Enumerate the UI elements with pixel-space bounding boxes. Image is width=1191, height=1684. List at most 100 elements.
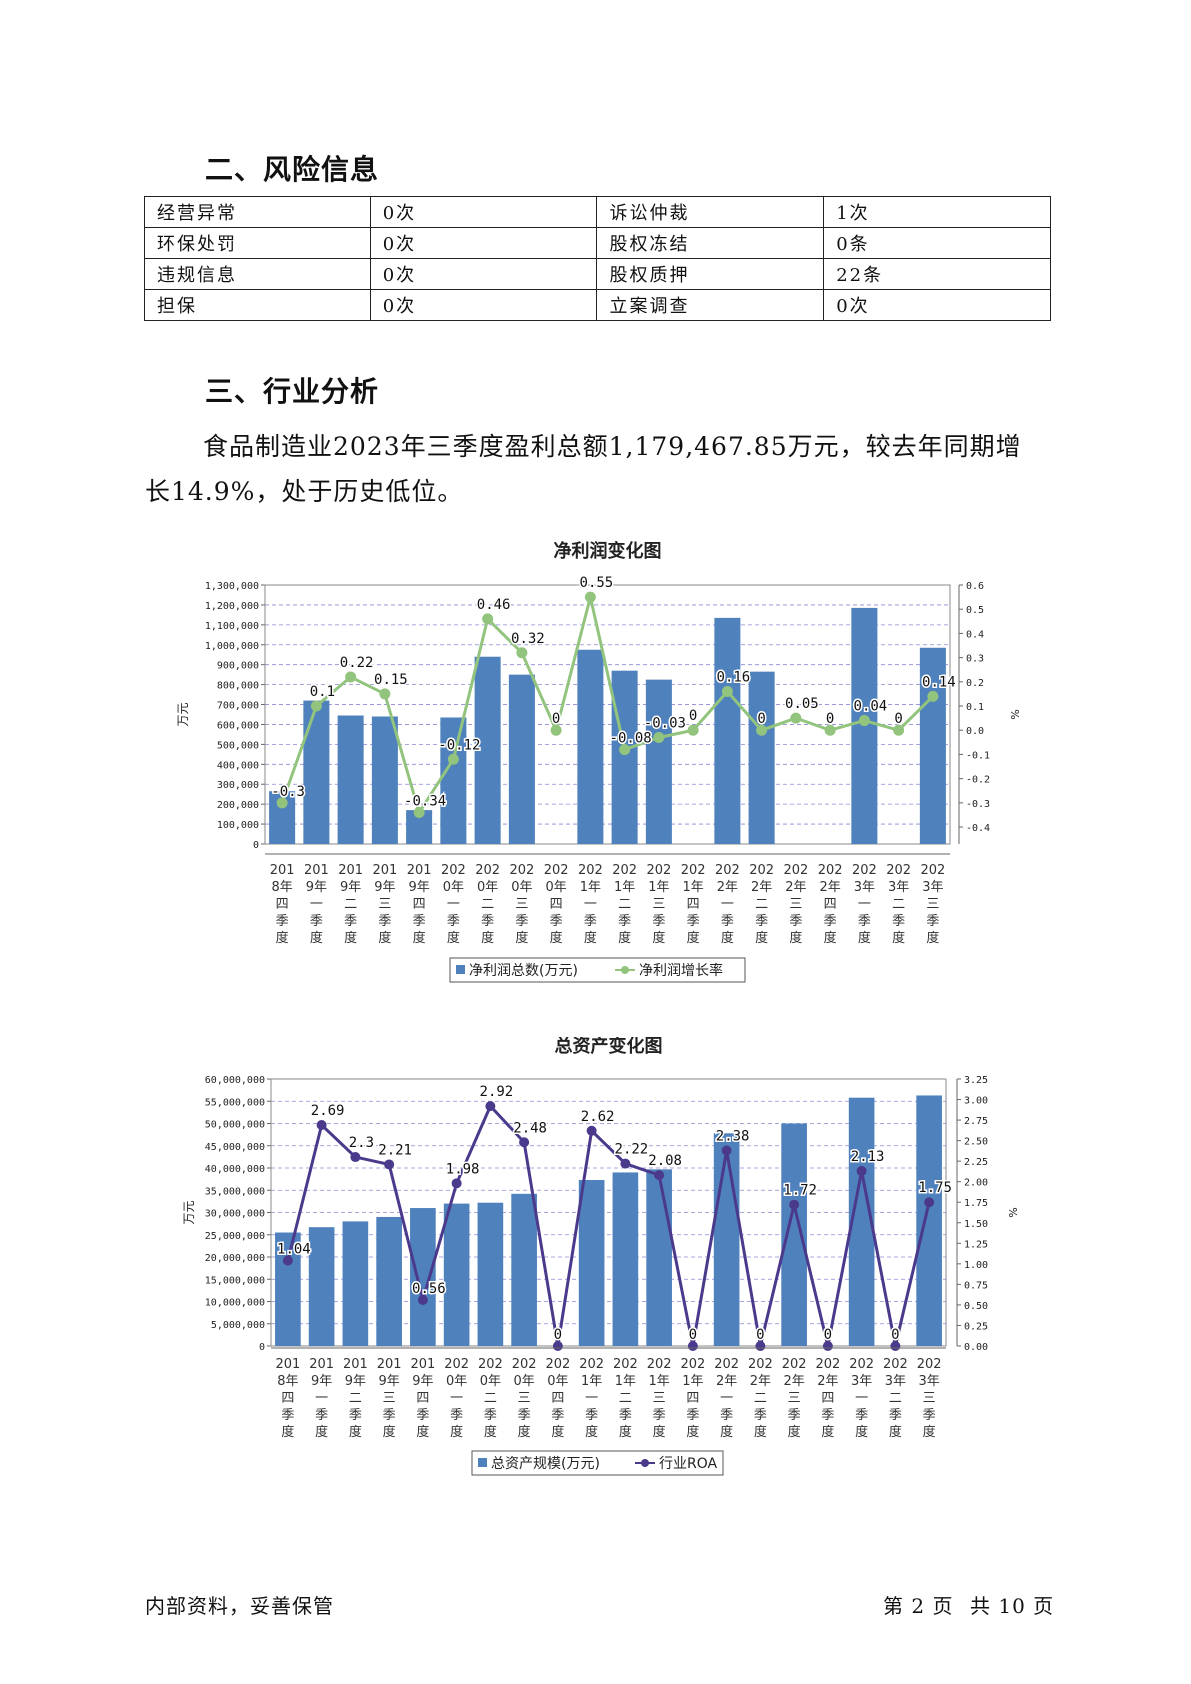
line-point [858, 715, 870, 727]
data-label: -0.03 [644, 715, 686, 731]
x-tick-label: 202 2年三季度 [783, 863, 808, 946]
y2-tick-label: 0.2 [966, 678, 984, 689]
line-point [687, 724, 699, 736]
line-point [276, 797, 288, 809]
y-tick-label: 1,000,000 [205, 641, 259, 652]
data-label: 0 [824, 1327, 832, 1343]
y2-axis-label: % [1006, 1207, 1019, 1217]
x-tick-label: 202 2年三季度 [782, 1357, 807, 1440]
bar [376, 1216, 402, 1346]
y-tick-label: 50,000,000 [205, 1120, 265, 1131]
x-tick-label: 202 2年一季度 [715, 863, 740, 946]
bar [342, 1221, 369, 1346]
line-point [824, 724, 836, 736]
y-tick-label: 1,300,000 [205, 581, 259, 592]
x-tick-label: 202 0年一季度 [444, 1357, 469, 1440]
y-tick-label: 1,200,000 [205, 601, 259, 612]
line-point [485, 1101, 496, 1112]
bar [410, 1208, 436, 1346]
x-tick-label: 202 3年三季度 [917, 1357, 942, 1440]
x-tick-label: 202 3年二季度 [886, 863, 911, 946]
x-tick-label: 202 1年四季度 [680, 1357, 705, 1440]
y2-tick-label: -0.1 [966, 750, 990, 761]
bar [578, 1180, 605, 1346]
data-label: -0.08 [610, 731, 652, 747]
line-point [451, 1178, 462, 1189]
bar [308, 1227, 335, 1346]
y2-tick-label: 2.75 [964, 1116, 988, 1127]
x-tick-label: 202 0年一季度 [441, 863, 466, 946]
y2-tick-label: 1.75 [964, 1198, 988, 1209]
x-tick-label: 202 1年一季度 [579, 1357, 604, 1440]
y2-tick-label: -0.2 [966, 775, 990, 786]
bar [275, 1232, 301, 1346]
chart-title: 总资产变化图 [555, 1037, 663, 1057]
y-tick-label: 600,000 [217, 720, 259, 731]
data-label: 2.48 [513, 1120, 547, 1136]
line-point [516, 647, 528, 659]
x-tick-label: 201 9年三季度 [377, 1357, 402, 1440]
x-tick-label: 202 0年三季度 [509, 863, 534, 946]
data-label: 0.05 [785, 696, 819, 712]
data-label: 0.46 [477, 597, 511, 613]
legend-line-marker [641, 1459, 649, 1467]
line-point [789, 1199, 800, 1210]
legend-line-label: 行业ROA [659, 1456, 718, 1472]
y2-tick-label: 2.25 [964, 1157, 988, 1168]
x-tick-label: 202 3年一季度 [852, 863, 877, 946]
y2-tick-label: 2.00 [964, 1178, 988, 1189]
risk-item-label: 股权质押 [596, 258, 825, 290]
risk-item-label: 环保处罚 [144, 227, 371, 259]
data-label: -0.3 [271, 784, 305, 800]
y2-tick-label: -0.4 [966, 823, 990, 834]
risk-item-label: 违规信息 [144, 258, 371, 290]
bar [916, 1095, 942, 1346]
footer-page-number: 第 2 页 [883, 1594, 954, 1618]
x-tick-label: 202 2年二季度 [748, 1357, 773, 1440]
risk-item-value: 0条 [823, 227, 1051, 259]
data-label: 0.56 [412, 1281, 446, 1297]
line-point [856, 1166, 867, 1177]
bar [477, 1202, 504, 1346]
line-point [756, 724, 768, 736]
data-label: 2.69 [311, 1103, 345, 1119]
risk-item-value: 0次 [369, 227, 598, 259]
data-label: 0.32 [511, 631, 545, 647]
y-tick-label: 25,000,000 [205, 1231, 265, 1242]
x-tick-label: 202 1年四季度 [681, 863, 706, 946]
section-title-industry: 三、行业分析 [205, 375, 380, 408]
bar [748, 671, 775, 844]
data-label: 0.22 [340, 655, 374, 671]
plot-frame [264, 584, 951, 845]
data-label: 2.08 [648, 1153, 682, 1169]
x-tick-label: 202 0年二季度 [478, 1357, 503, 1440]
x-tick-label: 202 1年一季度 [578, 863, 603, 946]
series-line [286, 1103, 931, 1347]
y-tick-label: 200,000 [217, 800, 259, 811]
data-label: 1.98 [446, 1161, 480, 1177]
x-tick-label: 201 9年三季度 [372, 863, 397, 946]
line-point [345, 671, 357, 683]
industry-paragraph-line-1: 食品制造业2023年三季度盈利总额1,179,467.85万元，较去年同期增 [203, 432, 1022, 461]
data-label: 0.16 [717, 670, 751, 686]
risk-item-label: 经营异常 [144, 196, 371, 228]
y-tick-label: 60,000,000 [205, 1075, 265, 1086]
chart-svg: 净利润变化图 0 100,000 200,000 300,000 400,000 500,0… [176, 540, 1021, 983]
x-tick-label: 202 0年三季度 [512, 1357, 537, 1440]
line-point [721, 686, 733, 698]
x-tick-label: 201 9年四季度 [410, 1357, 435, 1440]
chart-svg: 总资产变化图 0 5,000,000 10,000,000 15,000,000 20,0… [182, 1037, 1019, 1476]
data-label: 0 [554, 1327, 562, 1343]
y2-tick-label: 0.00 [964, 1342, 988, 1353]
bar [508, 674, 535, 844]
data-label: 0 [826, 711, 834, 727]
data-label: 0.14 [922, 674, 956, 690]
series-line [280, 596, 934, 817]
risk-item-value: 1次 [823, 196, 1051, 228]
data-label: 0.1 [310, 684, 335, 700]
y-tick-label: 20,000,000 [205, 1253, 265, 1264]
y2-tick-label: 0.3 [966, 654, 984, 665]
line-point [350, 1152, 361, 1163]
x-tick-label: 202 0年四季度 [544, 863, 569, 946]
risk-item-value: 0次 [369, 289, 598, 321]
